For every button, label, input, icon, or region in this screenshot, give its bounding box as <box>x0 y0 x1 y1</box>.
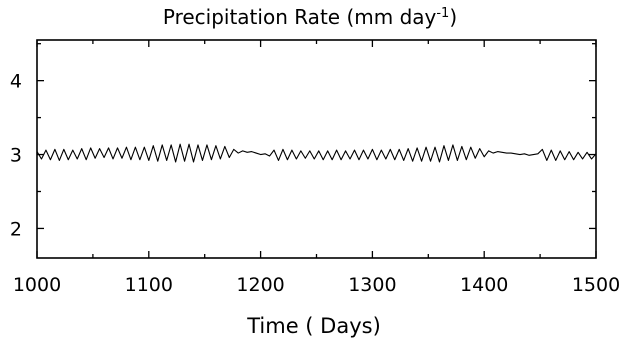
x-axis-ticks <box>36 40 597 258</box>
x-tick-label: 1500 <box>572 274 620 296</box>
y-axis-tick-labels: 2 3 4 <box>10 71 22 241</box>
y-tick-label: 2 <box>10 218 22 240</box>
x-tick-label: 1400 <box>460 274 508 296</box>
series-layer <box>36 143 597 163</box>
chart-title-close: ) <box>449 5 457 29</box>
x-axis-label: Time ( Days) <box>246 314 381 338</box>
x-tick-label: 1100 <box>125 274 173 296</box>
y-tick-label: 3 <box>10 145 22 167</box>
chart-title: Precipitation Rate (mm day-1) <box>163 5 457 29</box>
x-tick-label: 1000 <box>13 274 61 296</box>
chart-title-superscript: -1 <box>436 6 449 21</box>
y-axis-ticks <box>37 43 596 230</box>
series-line <box>36 143 597 163</box>
y-tick-label: 4 <box>10 71 22 93</box>
x-tick-label: 1200 <box>236 274 284 296</box>
chart-title-main: Precipitation Rate (mm day <box>163 5 437 29</box>
x-tick-label: 1300 <box>348 274 396 296</box>
x-axis-tick-labels: 1000 1100 1200 1300 1400 1500 <box>13 274 620 296</box>
plot-frame <box>36 39 597 259</box>
